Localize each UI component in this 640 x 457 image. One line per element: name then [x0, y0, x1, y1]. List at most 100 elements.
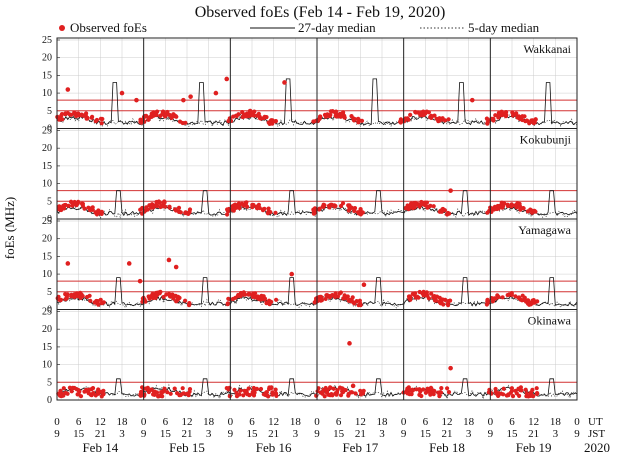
ut-tick-label: 18: [117, 416, 129, 428]
observed-point: [359, 211, 364, 216]
ut-tick-label: 0: [314, 416, 320, 428]
observed-point: [517, 393, 522, 398]
observed-point: [151, 113, 156, 118]
jst-tick-label: 15: [160, 428, 172, 440]
observed-point: [258, 386, 264, 392]
observed-point: [505, 203, 511, 209]
observed-point: [231, 296, 236, 302]
observed-point: [330, 293, 335, 298]
observed-point: [411, 202, 416, 207]
observed-point: [250, 389, 255, 394]
observed-point: [410, 387, 415, 392]
observed-point: [346, 208, 351, 213]
observed-point: [98, 297, 103, 302]
observed-point: [438, 208, 443, 213]
observed-point: [359, 118, 365, 123]
jst-tick-label: 3: [206, 428, 212, 440]
observed-point: [77, 294, 82, 299]
legend-observed-label: Observed foEs: [70, 20, 147, 35]
observed-outlier-point: [213, 90, 219, 96]
y-tick-label: 15: [42, 342, 52, 353]
observed-point: [321, 387, 326, 392]
y-tick-label: 20: [42, 143, 52, 154]
observed-outlier-point: [469, 97, 475, 103]
observed-point: [323, 296, 328, 301]
observed-point: [59, 394, 64, 399]
jst-tick-label: 21: [95, 428, 106, 440]
ut-tick-label: 12: [95, 416, 106, 428]
observed-point: [100, 116, 105, 122]
observed-point: [525, 298, 530, 303]
observed-point: [151, 205, 156, 210]
observed-point: [155, 292, 160, 298]
observed-outlier-point: [188, 94, 193, 99]
ut-tick-label: 6: [249, 416, 255, 428]
year-label: 2020: [584, 440, 610, 455]
observed-point: [167, 205, 172, 210]
observed-point: [403, 116, 408, 121]
observed-point: [485, 121, 490, 126]
observed-point: [351, 300, 356, 305]
observed-outlier-point: [181, 97, 186, 103]
observed-point: [93, 393, 98, 398]
observed-point: [499, 204, 504, 209]
y-tick-label: 5: [47, 287, 52, 298]
observed-point: [160, 112, 165, 117]
panel-wakkanai: 0 5 10 15 20 25 Wakkanai: [42, 35, 578, 135]
observed-point: [352, 117, 357, 122]
observed-point: [533, 117, 538, 122]
observed-point: [314, 393, 319, 398]
observed-point: [347, 297, 352, 303]
observed-point: [64, 296, 69, 301]
observed-outlier-point: [126, 261, 132, 266]
y-tick-label: 0: [47, 305, 52, 316]
observed-outlier-point: [166, 257, 172, 263]
observed-point: [434, 294, 440, 299]
observed-point: [493, 389, 498, 394]
observed-point: [325, 293, 330, 298]
observed-point: [413, 295, 419, 300]
observed-point: [423, 390, 428, 395]
observed-point: [431, 295, 436, 300]
observed-point: [186, 393, 191, 398]
observed-point: [61, 386, 66, 391]
observed-point: [227, 394, 232, 399]
observed-point: [99, 121, 104, 126]
observed-point: [438, 390, 444, 395]
observed-point: [496, 115, 501, 120]
observed-point: [520, 293, 525, 298]
observed-point: [267, 121, 272, 126]
observed-point: [501, 386, 506, 391]
jst-tick-label: 3: [553, 428, 559, 440]
observed-point: [433, 298, 438, 303]
observed-point: [530, 393, 535, 399]
y-tick-label: 10: [42, 360, 52, 371]
observed-point: [358, 207, 363, 212]
jst-tick-label: 21: [182, 428, 193, 440]
observed-point: [426, 387, 431, 392]
observed-point: [69, 389, 74, 394]
observed-outlier-point: [282, 80, 287, 85]
observed-point: [329, 392, 334, 397]
observed-point: [446, 117, 451, 122]
observed-point: [354, 299, 359, 304]
legend-observed-marker: [59, 25, 65, 31]
observed-point: [162, 386, 167, 391]
observed-point: [99, 394, 104, 399]
observed-point: [76, 388, 81, 393]
ut-tick-label: 0: [54, 416, 60, 428]
observed-outlier-point: [137, 278, 143, 284]
observed-point: [83, 113, 88, 118]
jst-tick-label: 9: [314, 428, 320, 440]
observed-point: [319, 298, 324, 303]
observed-point: [532, 300, 537, 305]
ut-tick-label: 6: [76, 416, 82, 428]
observed-point: [515, 115, 520, 120]
observed-point: [224, 386, 229, 391]
observed-point: [90, 114, 95, 119]
observed-point: [95, 389, 100, 394]
observed-point: [404, 388, 410, 393]
observed-point: [408, 295, 413, 300]
panel-okinawa: 0 5 10 15 20 25 Okinawa: [42, 307, 578, 406]
observed-point: [358, 301, 363, 306]
